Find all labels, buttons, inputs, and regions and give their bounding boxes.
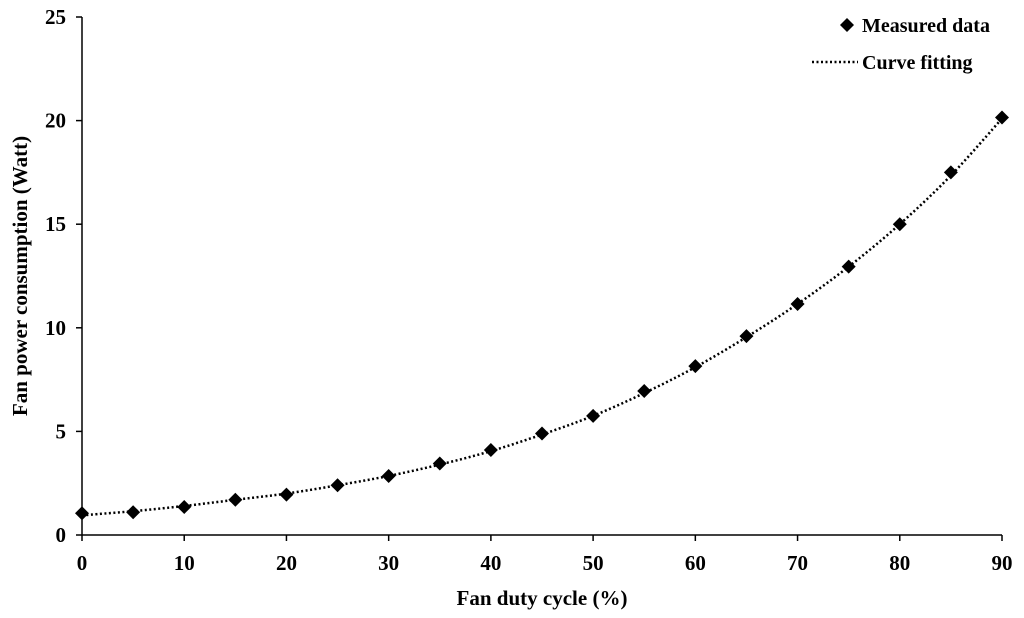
measured-data-point: [279, 487, 294, 502]
measured-data-point: [535, 426, 549, 441]
y-tick-label: 25: [45, 5, 66, 29]
x-tick-label: 10: [174, 551, 195, 575]
x-ticks: 0 10 20 30 40 50 60 70 80 90: [77, 535, 1013, 575]
measured-data-point: [637, 383, 652, 398]
x-tick-label: 90: [992, 551, 1013, 575]
measured-data-point: [381, 468, 396, 483]
measured-data-point: [688, 359, 703, 374]
measured-data-point: [995, 110, 1009, 125]
measured-data-point: [790, 296, 805, 311]
measured-data-point: [483, 443, 498, 458]
measured-data-point: [75, 506, 89, 521]
x-axis-title: Fan duty cycle (%): [457, 586, 628, 610]
y-ticks: 0 5 10 15 20 25: [45, 5, 82, 547]
measured-data-point: [586, 408, 601, 423]
x-tick-label: 30: [378, 551, 399, 575]
x-tick-label: 80: [889, 551, 910, 575]
measured-data-point: [841, 259, 856, 274]
x-tick-label: 60: [685, 551, 706, 575]
measured-data-point: [739, 329, 754, 344]
legend-label-measured: Measured data: [862, 15, 990, 37]
curve-fitting-line: [81, 117, 1003, 517]
measured-data-point: [228, 492, 243, 507]
legend-diamond-marker-icon: [840, 18, 854, 32]
series-layer: [75, 110, 1009, 521]
measured-data-point: [943, 165, 958, 180]
x-tick-label: 20: [276, 551, 297, 575]
legend: Measured data Curve fitting: [812, 15, 990, 74]
y-tick-label: 20: [45, 109, 66, 133]
measured-data-point: [892, 217, 907, 232]
legend-label-curve-fitting: Curve fitting: [862, 52, 973, 74]
axes: [81, 17, 1002, 536]
measured-data-point: [177, 500, 192, 515]
measured-data-point: [126, 505, 141, 520]
x-tick-label: 50: [583, 551, 604, 575]
measured-data-point: [330, 478, 345, 493]
y-tick-label: 0: [56, 523, 67, 547]
y-tick-label: 15: [45, 212, 66, 236]
y-axis-title: Fan power consumption (Watt): [8, 136, 32, 416]
x-tick-label: 0: [77, 551, 88, 575]
measured-data-point: [432, 456, 447, 471]
y-tick-label: 5: [56, 419, 67, 443]
x-tick-label: 70: [787, 551, 808, 575]
y-tick-label: 10: [45, 316, 66, 340]
x-tick-label: 40: [480, 551, 501, 575]
